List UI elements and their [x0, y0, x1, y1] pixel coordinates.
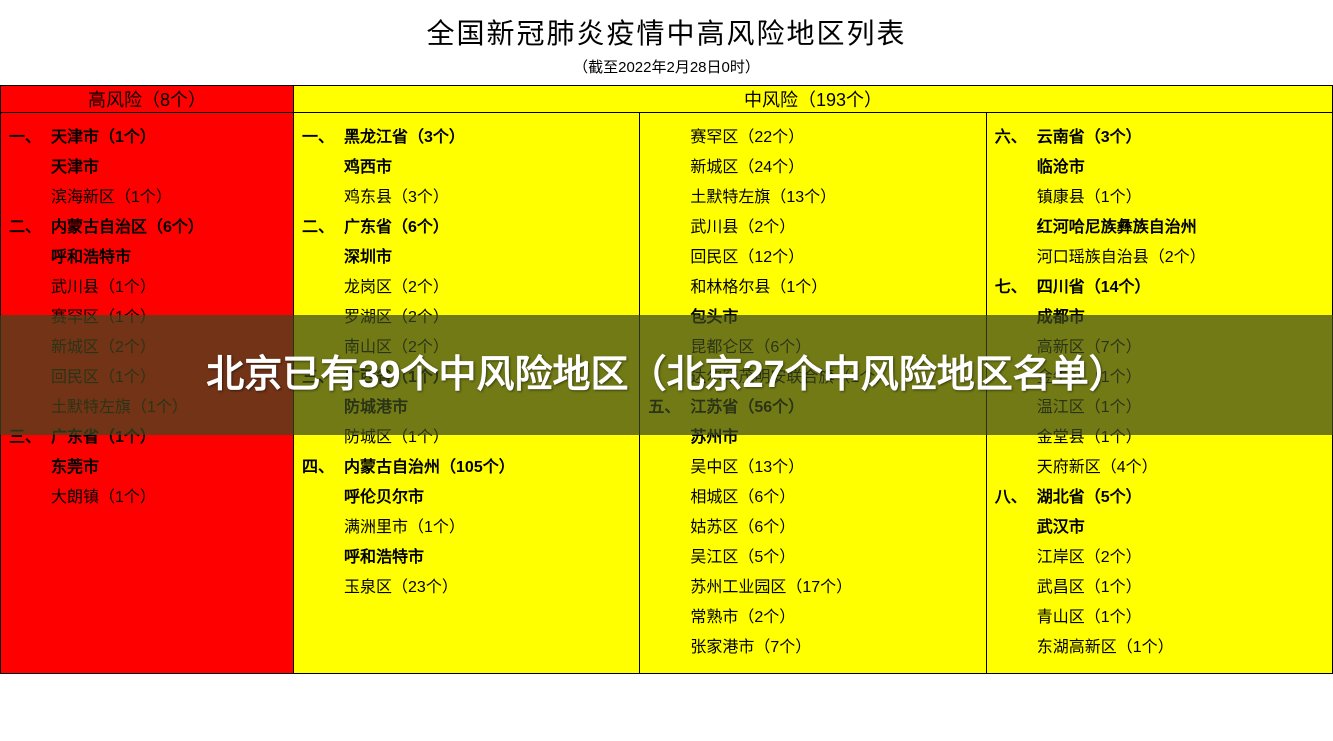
list-item: 吴中区（13个） — [648, 453, 977, 483]
list-item: 新城区（24个） — [648, 153, 977, 183]
list-item: 武昌区（1个） — [995, 573, 1324, 603]
list-item: 河口瑶族自治县（2个） — [995, 243, 1324, 273]
list-item: 镇康县（1个） — [995, 183, 1324, 213]
list-item: 玉泉区（23个） — [302, 573, 631, 603]
list-item: 武川县（1个） — [9, 273, 285, 303]
list-item: 苏州工业园区（17个） — [648, 573, 977, 603]
list-item: 天府新区（4个） — [995, 453, 1324, 483]
list-item: 满洲里市（1个） — [302, 513, 631, 543]
list-item: 四、内蒙古自治州（105个） — [302, 453, 631, 483]
main-title: 全国新冠肺炎疫情中高风险地区列表 — [0, 12, 1333, 52]
list-item: 吴江区（5个） — [648, 543, 977, 573]
list-item: 一、黑龙江省（3个） — [302, 123, 631, 153]
item-prefix: 七、 — [995, 273, 1037, 303]
list-item: 东湖高新区（1个） — [995, 633, 1324, 663]
list-item: 赛罕区（22个） — [648, 123, 977, 153]
list-item: 青山区（1个） — [995, 603, 1324, 633]
item-text: 四川省（14个） — [1037, 273, 1151, 303]
list-item: 鸡东县（3个） — [302, 183, 631, 213]
header-high-risk: 高风险（8个） — [1, 86, 294, 113]
list-item: 八、湖北省（5个） — [995, 483, 1324, 513]
list-item: 一、天津市（1个） — [9, 123, 285, 153]
item-prefix: 一、 — [302, 123, 344, 153]
item-text: 黑龙江省（3个） — [344, 123, 465, 153]
list-item: 呼和浩特市 — [9, 243, 285, 273]
list-item: 土默特左旗（13个） — [648, 183, 977, 213]
item-text: 天津市（1个） — [51, 123, 156, 153]
item-text: 云南省（3个） — [1037, 123, 1142, 153]
item-text: 内蒙古自治州（105个） — [344, 453, 515, 483]
item-text: 内蒙古自治区（6个） — [51, 213, 204, 243]
list-item: 呼伦贝尔市 — [302, 483, 631, 513]
item-text: 湖北省（5个） — [1037, 483, 1142, 513]
list-item: 江岸区（2个） — [995, 543, 1324, 573]
item-text: 广东省（6个） — [344, 213, 449, 243]
list-item: 相城区（6个） — [648, 483, 977, 513]
list-item: 深圳市 — [302, 243, 631, 273]
list-item: 红河哈尼族彝族自治州 — [995, 213, 1324, 243]
list-item: 六、云南省（3个） — [995, 123, 1324, 153]
overlay-text: 北京已有39个中风险地区（北京27个中风险地区名单） — [206, 349, 1127, 401]
list-item: 回民区（12个） — [648, 243, 977, 273]
header-mid-risk: 中风险（193个） — [294, 86, 1333, 113]
item-prefix: 一、 — [9, 123, 51, 153]
list-item: 二、内蒙古自治区（6个） — [9, 213, 285, 243]
list-item: 天津市 — [9, 153, 285, 183]
list-item: 武川县（2个） — [648, 213, 977, 243]
header: 全国新冠肺炎疫情中高风险地区列表 （截至2022年2月28日0时） — [0, 0, 1333, 85]
list-item: 张家港市（7个） — [648, 633, 977, 663]
item-prefix: 四、 — [302, 453, 344, 483]
list-item: 七、四川省（14个） — [995, 273, 1324, 303]
list-item: 鸡西市 — [302, 153, 631, 183]
list-item: 姑苏区（6个） — [648, 513, 977, 543]
list-item: 呼和浩特市 — [302, 543, 631, 573]
item-prefix: 二、 — [9, 213, 51, 243]
list-item: 临沧市 — [995, 153, 1324, 183]
overlay-banner: 北京已有39个中风险地区（北京27个中风险地区名单） — [0, 315, 1333, 435]
sub-title: （截至2022年2月28日0时） — [0, 56, 1333, 77]
list-item: 二、广东省（6个） — [302, 213, 631, 243]
item-prefix: 八、 — [995, 483, 1037, 513]
list-item: 武汉市 — [995, 513, 1324, 543]
list-item: 大朗镇（1个） — [9, 483, 285, 513]
list-item: 常熟市（2个） — [648, 603, 977, 633]
list-item: 龙岗区（2个） — [302, 273, 631, 303]
list-item: 和林格尔县（1个） — [648, 273, 977, 303]
item-prefix: 二、 — [302, 213, 344, 243]
item-prefix: 六、 — [995, 123, 1037, 153]
list-item: 滨海新区（1个） — [9, 183, 285, 213]
list-item: 东莞市 — [9, 453, 285, 483]
